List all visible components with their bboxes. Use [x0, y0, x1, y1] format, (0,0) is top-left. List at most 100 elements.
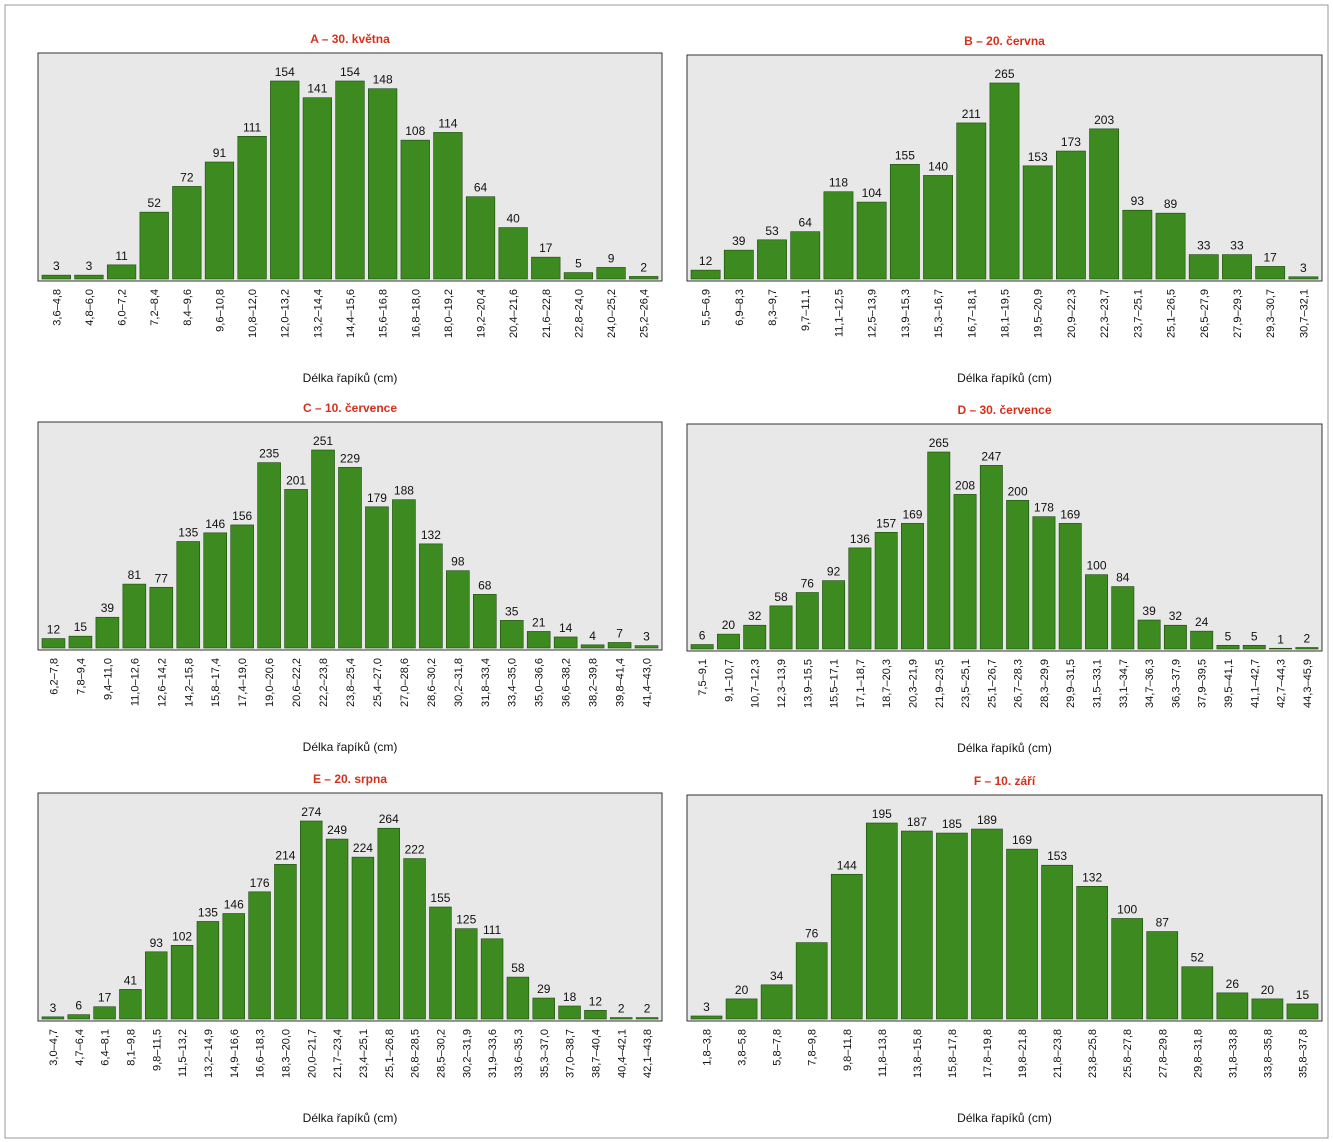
x-axis-label: Délka řapíků (cm): [303, 740, 398, 754]
value-label: 3: [53, 259, 60, 273]
value-label: 40: [506, 212, 520, 226]
value-label: 93: [1131, 194, 1145, 208]
bar: [237, 135, 267, 280]
x-tick-label: 6,2–7,8: [48, 658, 60, 695]
bar: [196, 921, 220, 1020]
x-tick-label: 12,3–13,9: [776, 659, 788, 708]
x-tick-label: 14,9–16,6: [229, 1029, 241, 1078]
x-tick-label: 19,8–21,8: [1017, 1029, 1029, 1078]
value-label: 12: [699, 254, 713, 268]
bar: [1163, 624, 1187, 650]
x-tick-label: 38,7–40,4: [590, 1029, 602, 1078]
x-tick-label: 13,9–15,3: [900, 289, 912, 338]
x-tick-label: 7,8–9,4: [75, 658, 87, 695]
x-axis-label: Délka řapíků (cm): [957, 741, 1052, 755]
bar: [769, 605, 793, 650]
value-label: 222: [405, 843, 425, 857]
value-label: 132: [1082, 870, 1102, 884]
bar: [499, 620, 524, 649]
value-label: 156: [232, 509, 252, 523]
value-label: 9: [608, 251, 615, 265]
x-tick-label: 21,9–23,5: [934, 659, 946, 708]
value-label: 7: [616, 626, 623, 640]
bar: [1181, 966, 1214, 1020]
bar: [1222, 254, 1252, 280]
bar: [473, 594, 497, 649]
value-label: 81: [128, 568, 142, 582]
chart-title: F – 10. září: [974, 774, 1036, 788]
value-label: 185: [942, 817, 962, 831]
value-label: 4: [589, 629, 596, 643]
value-label: 148: [373, 73, 393, 87]
bar: [971, 828, 1003, 1020]
bar: [284, 489, 308, 649]
bar: [95, 616, 120, 649]
bar: [532, 997, 555, 1020]
bar: [1216, 644, 1240, 650]
bar: [607, 642, 632, 649]
bar: [848, 547, 872, 650]
bar: [1216, 992, 1249, 1020]
plot-area: [686, 423, 1323, 652]
x-tick-label: 12,6–14,2: [156, 658, 168, 707]
x-tick-label: 23,4–25,1: [358, 1029, 370, 1078]
x-tick-label: 41,1–42,7: [1249, 659, 1261, 708]
x-tick-label: 17,1–18,7: [855, 659, 867, 708]
value-label: 229: [340, 451, 360, 465]
x-tick-label: 20,4–21,6: [508, 289, 520, 338]
x-tick-label: 25,1–26,8: [384, 1029, 396, 1078]
x-axis-label: Délka řapíků (cm): [303, 1111, 398, 1125]
value-label: 20: [1261, 983, 1275, 997]
value-label: 52: [1191, 951, 1205, 965]
x-tick-label: 14,4–15,6: [345, 289, 357, 338]
value-label: 68: [478, 578, 492, 592]
value-label: 146: [224, 897, 244, 911]
bar: [419, 543, 443, 649]
bar: [149, 586, 174, 649]
value-label: 15: [74, 620, 88, 634]
x-tick-label: 11,5–13,2: [177, 1029, 189, 1077]
bar: [822, 580, 846, 650]
bar: [176, 541, 201, 649]
x-tick-label: 7,8–9,8: [807, 1029, 819, 1066]
bar: [498, 227, 528, 280]
value-label: 154: [275, 65, 295, 79]
bar: [170, 944, 194, 1020]
x-tick-label: 22,2–23,8: [318, 658, 330, 707]
bar: [936, 832, 968, 1020]
value-label: 108: [405, 124, 425, 138]
x-axis-label: Délka řapíků (cm): [957, 371, 1052, 385]
x-tick-label: 20,6–22,2: [291, 658, 303, 707]
bar: [106, 264, 137, 280]
value-label: 5: [1225, 629, 1232, 643]
value-label: 3: [643, 630, 650, 644]
bar: [1255, 266, 1286, 280]
x-tick-label: 15,8–17,8: [947, 1029, 959, 1078]
value-label: 249: [327, 823, 347, 837]
bar: [923, 175, 953, 280]
bar: [610, 1017, 633, 1020]
x-tick-label: 6,4–8,1: [100, 1029, 112, 1066]
x-tick-label: 16,8–18,0: [410, 289, 422, 338]
bar: [1155, 212, 1186, 280]
value-label: 76: [801, 577, 815, 591]
bar: [1056, 150, 1086, 280]
x-tick-label: 34,7–36,3: [1144, 659, 1156, 708]
value-label: 64: [474, 181, 488, 195]
x-tick-label: 9,7–11,1: [800, 289, 812, 331]
x-tick-label: 7,2–8,4: [149, 289, 161, 326]
value-label: 5: [1251, 629, 1258, 643]
value-label: 100: [1117, 902, 1137, 916]
bar: [392, 499, 416, 649]
value-label: 157: [876, 516, 896, 530]
bar: [446, 570, 470, 649]
value-label: 35: [505, 604, 519, 618]
bar: [1041, 864, 1073, 1020]
value-label: 274: [301, 805, 321, 819]
x-tick-label: 14,2–15,8: [183, 658, 195, 707]
value-label: 14: [559, 621, 573, 635]
bar: [795, 592, 819, 650]
bar: [790, 231, 821, 280]
x-tick-label: 3,0–4,7: [48, 1029, 60, 1066]
